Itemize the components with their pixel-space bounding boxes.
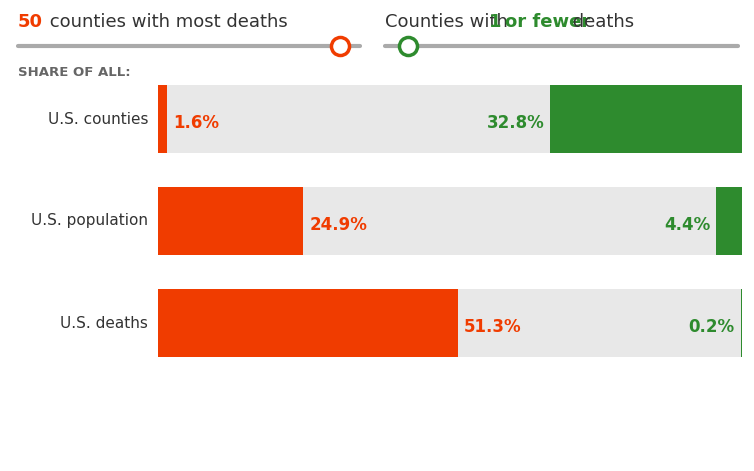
- Bar: [158, 85, 167, 153]
- Bar: [158, 289, 742, 357]
- Text: 4.4%: 4.4%: [664, 216, 710, 234]
- Bar: [741, 289, 742, 357]
- Text: or fewer: or fewer: [505, 13, 590, 31]
- Text: U.S. population: U.S. population: [31, 213, 148, 228]
- Bar: [158, 289, 458, 357]
- Text: U.S. deaths: U.S. deaths: [60, 316, 148, 331]
- Text: 32.8%: 32.8%: [486, 114, 544, 132]
- Text: 50: 50: [18, 13, 43, 31]
- Text: U.S. counties: U.S. counties: [48, 112, 148, 127]
- Text: 1.6%: 1.6%: [173, 114, 219, 132]
- Bar: [158, 187, 742, 255]
- Text: counties with most deaths: counties with most deaths: [44, 13, 288, 31]
- Bar: [158, 85, 742, 153]
- Text: 0.2%: 0.2%: [688, 318, 735, 336]
- Text: 51.3%: 51.3%: [464, 318, 521, 336]
- Text: 1: 1: [489, 13, 501, 31]
- Text: 24.9%: 24.9%: [309, 216, 367, 234]
- Bar: [716, 187, 742, 255]
- Bar: [550, 85, 742, 153]
- Text: deaths: deaths: [567, 13, 634, 31]
- Bar: [158, 187, 303, 255]
- Text: SHARE OF ALL:: SHARE OF ALL:: [18, 66, 130, 79]
- Text: Counties with: Counties with: [385, 13, 513, 31]
